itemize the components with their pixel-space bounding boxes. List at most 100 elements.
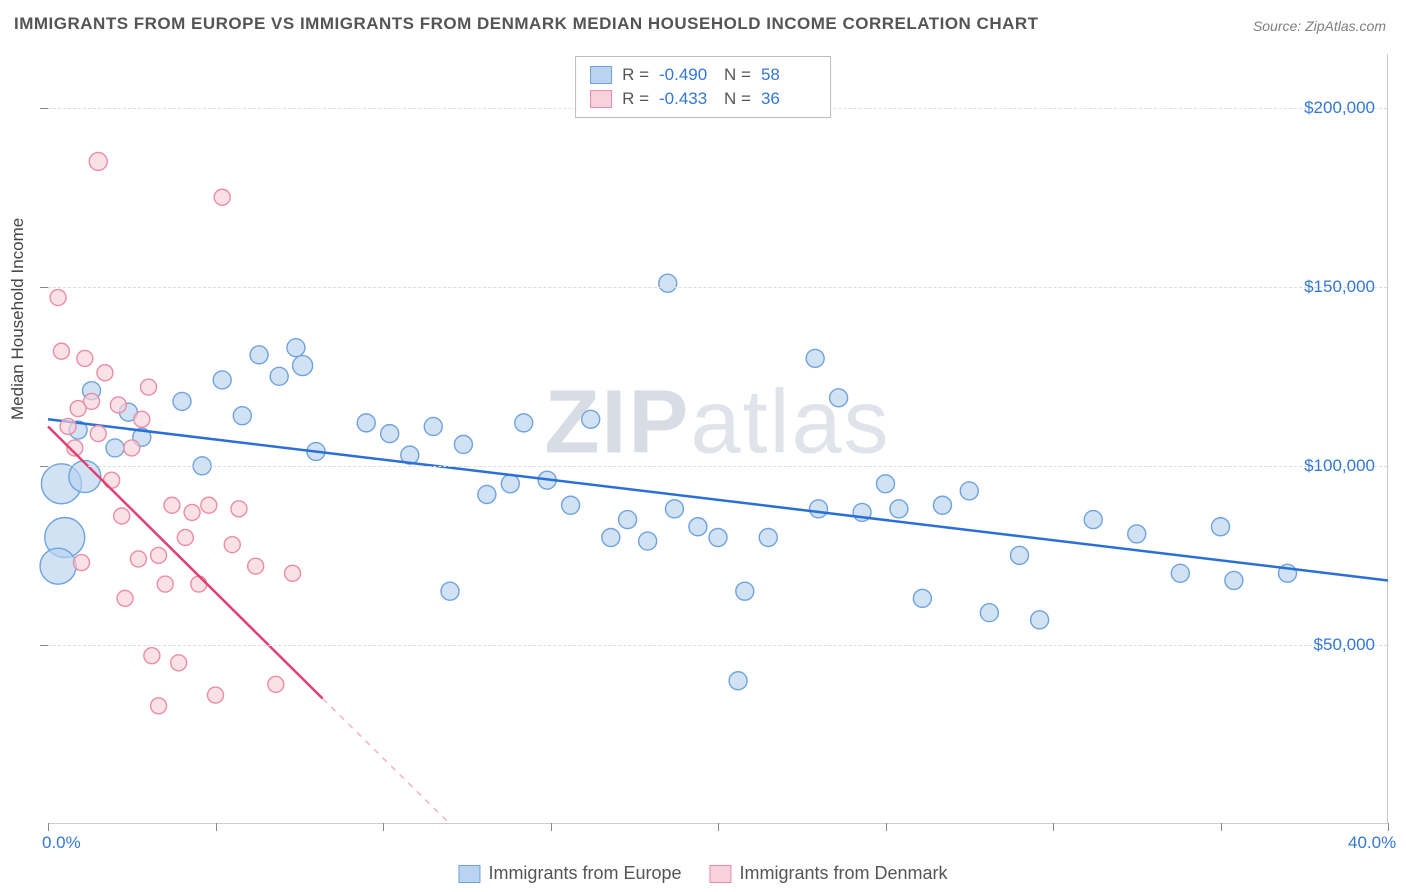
r-label: R = (622, 65, 649, 85)
data-point (214, 189, 230, 205)
data-point (224, 537, 240, 553)
data-point (124, 440, 140, 456)
data-point (806, 349, 824, 367)
data-point (77, 350, 93, 366)
n-value: 36 (761, 89, 816, 109)
y-tick-label: $50,000 (1314, 635, 1375, 655)
data-point (144, 648, 160, 664)
data-point (130, 551, 146, 567)
data-point (60, 418, 76, 434)
stats-row-denmark: R = -0.433 N = 36 (590, 87, 816, 111)
n-value: 58 (761, 65, 816, 85)
data-point (960, 482, 978, 500)
source-attribution: Source: ZipAtlas.com (1253, 18, 1386, 34)
swatch-denmark (590, 90, 612, 108)
data-point (151, 547, 167, 563)
y-tick-label: $100,000 (1304, 456, 1375, 476)
data-point (201, 497, 217, 513)
data-point (980, 604, 998, 622)
stats-row-europe: R = -0.490 N = 58 (590, 63, 816, 87)
data-point (1171, 564, 1189, 582)
data-point (424, 417, 442, 435)
data-point (134, 411, 150, 427)
y-tick-label: $200,000 (1304, 98, 1375, 118)
data-point (141, 379, 157, 395)
data-point (208, 687, 224, 703)
data-point (164, 497, 180, 513)
data-point (231, 501, 247, 517)
data-point (117, 590, 133, 606)
y-axis-label: Median Household Income (8, 218, 28, 420)
swatch-denmark (710, 865, 732, 883)
data-point (736, 582, 754, 600)
chart-svg (48, 54, 1387, 823)
data-point (213, 371, 231, 389)
data-point (177, 529, 193, 545)
data-point (478, 486, 496, 504)
data-point (877, 475, 895, 493)
data-point (248, 558, 264, 574)
data-point (104, 472, 120, 488)
legend-item-denmark: Immigrants from Denmark (710, 863, 948, 884)
chart-title: IMMIGRANTS FROM EUROPE VS IMMIGRANTS FRO… (14, 14, 1039, 34)
data-point (151, 698, 167, 714)
data-point (1212, 518, 1230, 536)
data-point (114, 508, 130, 524)
data-point (562, 496, 580, 514)
data-point (515, 414, 533, 432)
x-tick-label: 0.0% (42, 833, 81, 853)
data-point (40, 548, 76, 584)
data-point (933, 496, 951, 514)
n-label: N = (724, 89, 751, 109)
data-point (639, 532, 657, 550)
data-point (1031, 611, 1049, 629)
r-value: -0.433 (659, 89, 714, 109)
data-point (184, 504, 200, 520)
data-point (84, 393, 100, 409)
stats-legend-box: R = -0.490 N = 58 R = -0.433 N = 36 (575, 56, 831, 118)
swatch-europe (590, 66, 612, 84)
regression-line-extrapolated (323, 699, 450, 824)
data-point (89, 152, 107, 170)
data-point (602, 528, 620, 546)
data-point (268, 676, 284, 692)
data-point (357, 414, 375, 432)
data-point (173, 392, 191, 410)
data-point (890, 500, 908, 518)
x-tick-label: 40.0% (1348, 833, 1396, 853)
plot-area: ZIPatlas $50,000$100,000$150,000$200,000… (48, 54, 1388, 824)
data-point (233, 407, 251, 425)
r-value: -0.490 (659, 65, 714, 85)
data-point (270, 367, 288, 385)
data-point (729, 672, 747, 690)
r-label: R = (622, 89, 649, 109)
data-point (74, 555, 90, 571)
data-point (106, 439, 124, 457)
data-point (810, 500, 828, 518)
data-point (454, 435, 472, 453)
data-point (582, 410, 600, 428)
legend-label: Immigrants from Denmark (740, 863, 948, 884)
data-point (665, 500, 683, 518)
data-point (293, 356, 313, 376)
data-point (913, 589, 931, 607)
data-point (1128, 525, 1146, 543)
data-point (689, 518, 707, 536)
legend-item-europe: Immigrants from Europe (458, 863, 681, 884)
data-point (285, 565, 301, 581)
data-point (110, 397, 126, 413)
data-point (50, 290, 66, 306)
data-point (709, 528, 727, 546)
swatch-europe (458, 865, 480, 883)
regression-line (48, 419, 1388, 580)
data-point (830, 389, 848, 407)
data-point (1011, 546, 1029, 564)
data-point (441, 582, 459, 600)
data-point (171, 655, 187, 671)
data-point (250, 346, 268, 364)
data-point (97, 365, 113, 381)
n-label: N = (724, 65, 751, 85)
data-point (53, 343, 69, 359)
y-tick-label: $150,000 (1304, 277, 1375, 297)
data-point (759, 528, 777, 546)
